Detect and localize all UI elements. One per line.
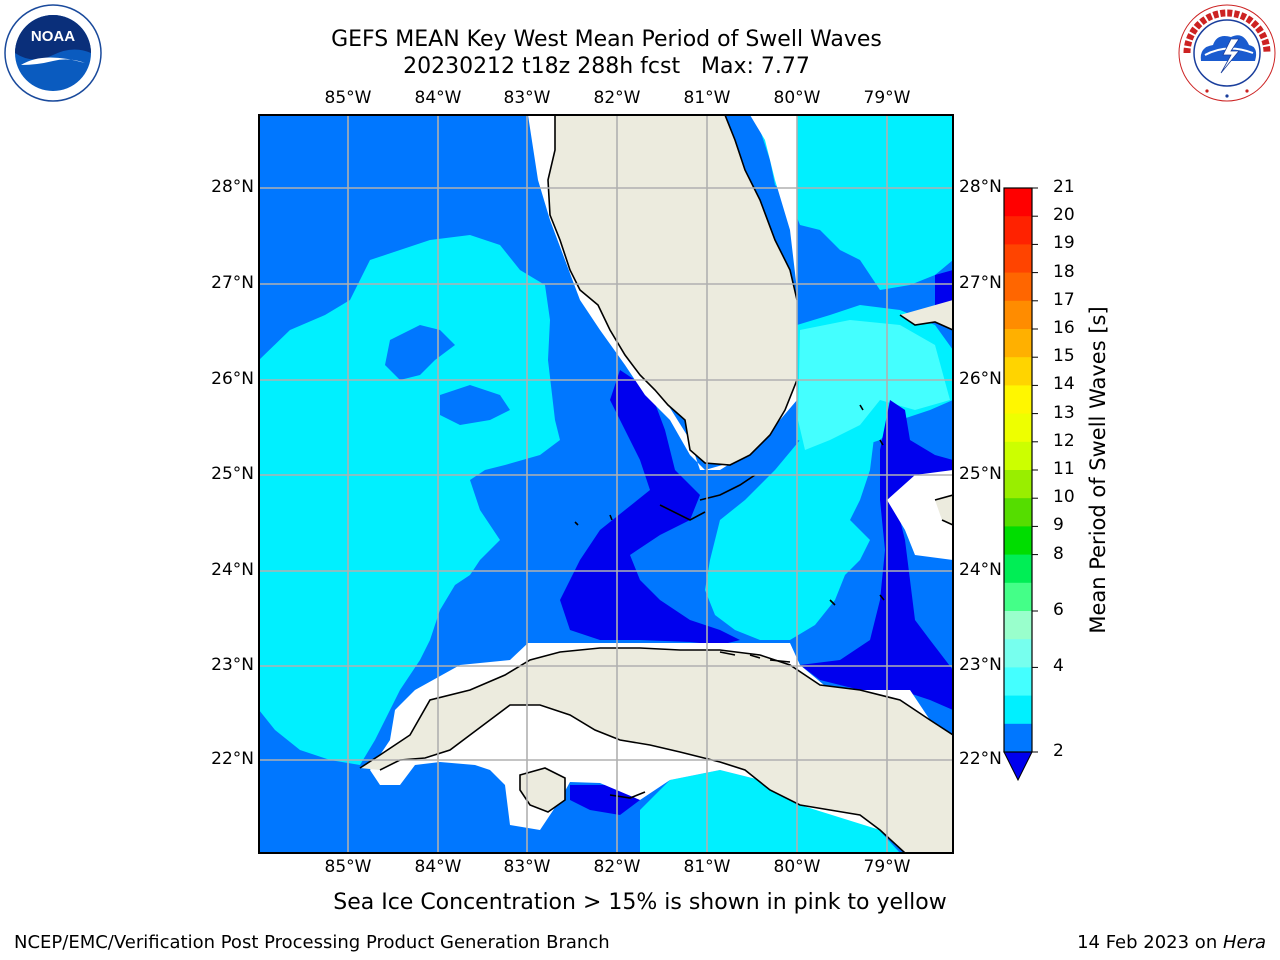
lat-label-left: 22°N (211, 749, 254, 769)
coastlines (359, 115, 953, 853)
colorbar-tick-label: 17 (1053, 289, 1075, 310)
footer-date-text: 14 Feb 2023 on (1077, 932, 1223, 953)
colorbar-tick-label: 11 (1053, 459, 1075, 479)
lat-label-right: 23°N (959, 655, 1002, 675)
colorbar-tick-label: 19 (1053, 233, 1075, 254)
colorbar-tick-label: 16 (1053, 318, 1075, 338)
lon-label-bottom: 79°W (863, 857, 911, 877)
lon-label-top: 80°W (773, 88, 821, 108)
colorbar-tick-label: 14 (1053, 374, 1075, 395)
noaa-logo-text: NOAA (31, 28, 75, 45)
lon-label-bottom: 84°W (414, 857, 462, 877)
lon-label-top: 83°W (503, 88, 551, 108)
colorbar-tick-label: 13 (1053, 402, 1075, 423)
lat-label-right: 25°N (959, 464, 1002, 484)
colorbar-segment (1004, 329, 1032, 358)
footer-branch: NCEP/EMC/Verification Post Processing Pr… (14, 932, 610, 953)
colorbar-segment (1004, 385, 1032, 415)
colorbar-segment (1004, 300, 1032, 330)
lat-label-left: 25°N (211, 464, 254, 484)
colorbar-segment (1004, 441, 1032, 471)
lon-label-top: 79°W (863, 88, 911, 108)
chart-title: GEFS MEAN Key West Mean Period of Swell … (331, 27, 882, 52)
gridlines (259, 115, 953, 853)
lon-label-bottom: 85°W (324, 857, 372, 877)
lon-label-bottom: 80°W (773, 857, 821, 877)
land-andros (935, 495, 953, 525)
lat-label-left: 26°N (211, 369, 254, 389)
colorbar-tick-label: 9 (1053, 515, 1064, 536)
band-2-4-inset-west (385, 325, 510, 425)
colorbar-segment (1004, 357, 1032, 386)
band-6-8-east (798, 320, 950, 450)
lat-label-right: 27°N (959, 273, 1002, 293)
nws-logo (1178, 4, 1276, 102)
colorbar-segment (1004, 582, 1032, 612)
lat-label-left: 23°N (211, 655, 254, 675)
colorbar-segment (1004, 554, 1032, 584)
colorbar-segment (1004, 216, 1032, 245)
colorbar-tick-label: 6 (1053, 600, 1064, 620)
colorbar-segment (1004, 470, 1032, 499)
lat-label-left: 27°N (211, 273, 254, 293)
colorbar-segment (1004, 526, 1032, 556)
lat-label-right: 24°N (959, 560, 1002, 580)
colorbar-segment (1004, 639, 1032, 668)
missing-bahamas (887, 470, 953, 560)
lon-label-top: 85°W (324, 88, 372, 108)
lat-label-left: 28°N (211, 177, 254, 197)
colorbar-tick-label: 2 (1053, 741, 1064, 761)
colorbar-tick-label: 15 (1053, 346, 1075, 367)
sea-ice-caption: Sea Ice Concentration > 15% is shown in … (333, 890, 947, 915)
lat-label-right: 22°N (959, 749, 1002, 769)
lat-label-left: 24°N (211, 560, 254, 580)
lon-label-top: 81°W (683, 88, 731, 108)
plot-frame (258, 114, 954, 854)
colorbar-tick-label: 8 (1053, 543, 1064, 564)
land-bahamas (900, 300, 953, 330)
lon-label-bottom: 82°W (593, 857, 641, 877)
land-isla-juventud (520, 768, 565, 812)
chart-subtitle: 20230212 t18z 288h fcst Max: 7.77 (403, 54, 810, 79)
colorbar-tick-label: 21 (1053, 177, 1075, 197)
colorbar-tick-label: 4 (1053, 656, 1064, 677)
lon-label-bottom: 81°W (683, 857, 731, 877)
colorbar-tick-label: 12 (1053, 430, 1075, 451)
lon-label-top: 84°W (414, 88, 462, 108)
colorbar (1003, 187, 1038, 782)
swell-period-field (259, 115, 953, 853)
band-4-6-east (760, 115, 953, 290)
colorbar-segment (1004, 272, 1032, 302)
colorbar-tick-label: 18 (1053, 261, 1075, 282)
colorbar-segment (1004, 667, 1032, 697)
band-4-6-west (259, 235, 560, 765)
lon-label-top: 82°W (593, 88, 641, 108)
band-0-2-straits (560, 370, 740, 645)
colorbar-tick-label: 20 (1053, 205, 1075, 226)
lat-label-right: 28°N (959, 177, 1002, 197)
footer-date: 14 Feb 2023 on Hera (1077, 932, 1266, 953)
colorbar-segment (1004, 188, 1032, 217)
colorbar-segment (1004, 611, 1032, 640)
footer-host: Hera (1222, 932, 1266, 953)
noaa-logo: NOAA (4, 4, 102, 102)
colorbar-segment (1004, 723, 1032, 753)
colorbar-tick-label: 10 (1053, 487, 1075, 508)
land-florida (548, 115, 797, 465)
colorbar-segment (1004, 413, 1032, 443)
colorbar-segment (1004, 244, 1032, 274)
band-4-6-straits (705, 410, 875, 640)
lat-label-right: 26°N (959, 369, 1002, 389)
colorbar-segment (1004, 498, 1032, 527)
band-4-6-south (640, 770, 900, 853)
lon-label-bottom: 83°W (503, 857, 551, 877)
land-cuba (360, 648, 953, 853)
colorbar-segment (1004, 695, 1032, 725)
